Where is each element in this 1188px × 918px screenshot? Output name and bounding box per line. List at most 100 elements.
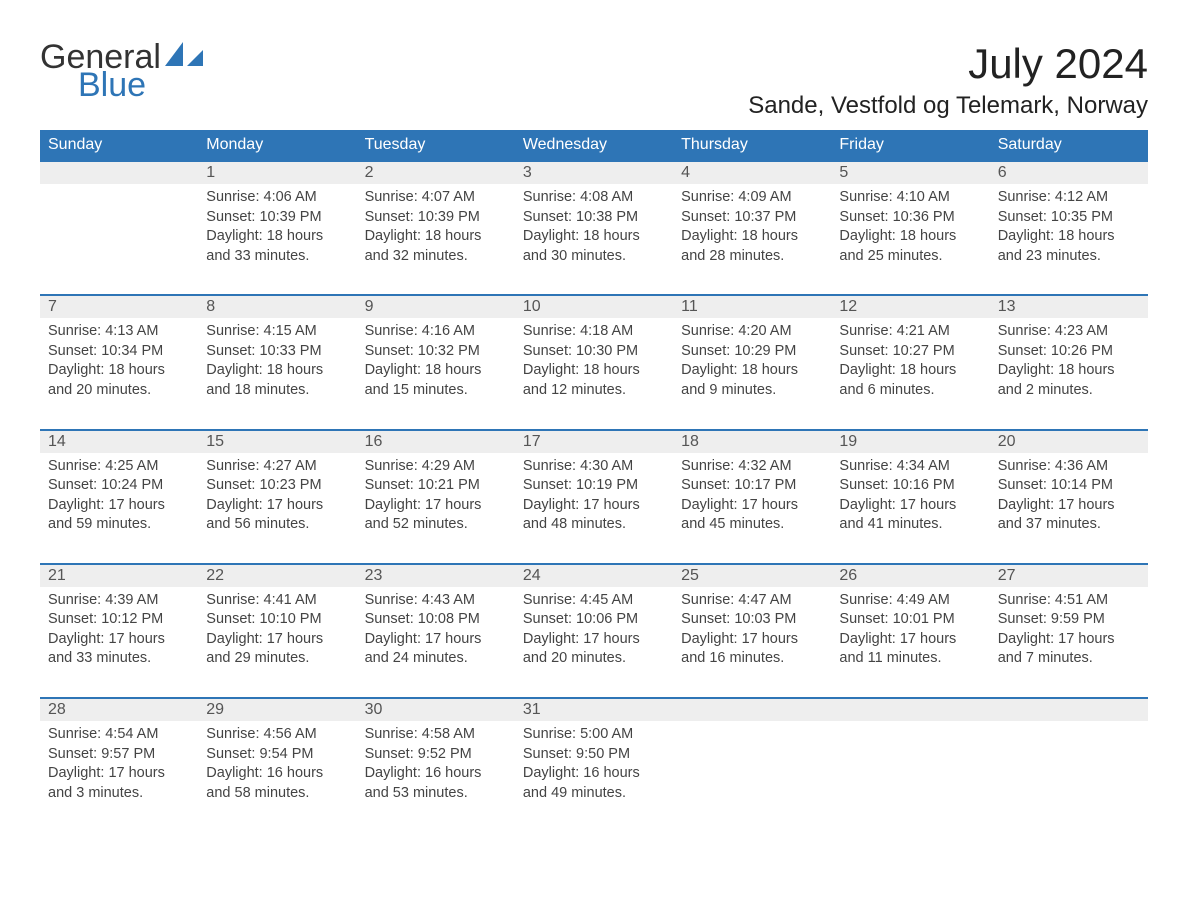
day-number-cell	[990, 698, 1148, 721]
day-d1: Daylight: 17 hours	[48, 630, 190, 650]
day-sunrise: Sunrise: 4:25 AM	[48, 457, 190, 477]
day-d2: and 41 minutes.	[839, 515, 981, 535]
day-d1: Daylight: 18 hours	[998, 361, 1140, 381]
day-d2: and 20 minutes.	[48, 381, 190, 401]
day-d2: and 33 minutes.	[206, 247, 348, 267]
day-data-cell: Sunrise: 4:25 AMSunset: 10:24 PMDaylight…	[40, 453, 198, 564]
day-data-cell: Sunrise: 4:15 AMSunset: 10:33 PMDaylight…	[198, 318, 356, 429]
day-number-cell: 4	[673, 161, 831, 184]
day-sunset: Sunset: 10:33 PM	[206, 342, 348, 362]
day-data-cell: Sunrise: 4:13 AMSunset: 10:34 PMDaylight…	[40, 318, 198, 429]
day-sunset: Sunset: 10:34 PM	[48, 342, 190, 362]
day-data-cell: Sunrise: 4:34 AMSunset: 10:16 PMDaylight…	[831, 453, 989, 564]
day-d2: and 28 minutes.	[681, 247, 823, 267]
day-d1: Daylight: 17 hours	[839, 496, 981, 516]
day-sunrise: Sunrise: 4:20 AM	[681, 322, 823, 342]
day-number-cell	[831, 698, 989, 721]
day-number-cell: 24	[515, 564, 673, 587]
day-d2: and 45 minutes.	[681, 515, 823, 535]
day-d2: and 7 minutes.	[998, 649, 1140, 669]
day-number-cell: 13	[990, 295, 1148, 318]
day-sunset: Sunset: 10:06 PM	[523, 610, 665, 630]
day-sunrise: Sunrise: 4:08 AM	[523, 188, 665, 208]
day-number-cell: 15	[198, 430, 356, 453]
day-data-cell: Sunrise: 4:41 AMSunset: 10:10 PMDaylight…	[198, 587, 356, 698]
day-d2: and 20 minutes.	[523, 649, 665, 669]
day-d1: Daylight: 18 hours	[998, 227, 1140, 247]
day-data-cell: Sunrise: 4:43 AMSunset: 10:08 PMDaylight…	[357, 587, 515, 698]
day-d1: Daylight: 18 hours	[365, 361, 507, 381]
day-data-cell: Sunrise: 4:16 AMSunset: 10:32 PMDaylight…	[357, 318, 515, 429]
day-d1: Daylight: 17 hours	[48, 764, 190, 784]
day-data-row: Sunrise: 4:13 AMSunset: 10:34 PMDaylight…	[40, 318, 1148, 429]
day-data-row: Sunrise: 4:39 AMSunset: 10:12 PMDaylight…	[40, 587, 1148, 698]
day-sunrise: Sunrise: 4:43 AM	[365, 591, 507, 611]
day-d1: Daylight: 18 hours	[839, 227, 981, 247]
day-sunset: Sunset: 10:19 PM	[523, 476, 665, 496]
day-sunset: Sunset: 10:17 PM	[681, 476, 823, 496]
day-d2: and 29 minutes.	[206, 649, 348, 669]
day-d1: Daylight: 17 hours	[365, 496, 507, 516]
day-sunset: Sunset: 10:38 PM	[523, 208, 665, 228]
day-d1: Daylight: 17 hours	[998, 496, 1140, 516]
day-d1: Daylight: 16 hours	[365, 764, 507, 784]
day-sunset: Sunset: 10:24 PM	[48, 476, 190, 496]
day-d2: and 48 minutes.	[523, 515, 665, 535]
day-sunrise: Sunrise: 4:23 AM	[998, 322, 1140, 342]
day-d1: Daylight: 18 hours	[681, 227, 823, 247]
day-sunset: Sunset: 10:23 PM	[206, 476, 348, 496]
day-sunset: Sunset: 10:27 PM	[839, 342, 981, 362]
day-number-cell: 31	[515, 698, 673, 721]
day-number-cell: 14	[40, 430, 198, 453]
day-sunrise: Sunrise: 4:34 AM	[839, 457, 981, 477]
day-d2: and 32 minutes.	[365, 247, 507, 267]
day-sunset: Sunset: 10:01 PM	[839, 610, 981, 630]
day-sunrise: Sunrise: 4:12 AM	[998, 188, 1140, 208]
day-d2: and 52 minutes.	[365, 515, 507, 535]
day-sunrise: Sunrise: 4:10 AM	[839, 188, 981, 208]
day-number-cell: 19	[831, 430, 989, 453]
day-d1: Daylight: 18 hours	[48, 361, 190, 381]
day-sunrise: Sunrise: 4:49 AM	[839, 591, 981, 611]
title-block: July 2024 Sande, Vestfold og Telemark, N…	[748, 40, 1148, 120]
day-data-cell: Sunrise: 4:23 AMSunset: 10:26 PMDaylight…	[990, 318, 1148, 429]
day-data-cell	[990, 721, 1148, 831]
day-sunset: Sunset: 9:54 PM	[206, 745, 348, 765]
day-number-row: 78910111213	[40, 295, 1148, 318]
day-number-cell: 7	[40, 295, 198, 318]
day-sunset: Sunset: 10:08 PM	[365, 610, 507, 630]
day-d1: Daylight: 17 hours	[523, 630, 665, 650]
day-data-cell: Sunrise: 4:54 AMSunset: 9:57 PMDaylight:…	[40, 721, 198, 831]
location-subtitle: Sande, Vestfold og Telemark, Norway	[748, 92, 1148, 120]
day-data-cell: Sunrise: 4:12 AMSunset: 10:35 PMDaylight…	[990, 184, 1148, 295]
calendar-table: Sunday Monday Tuesday Wednesday Thursday…	[40, 130, 1148, 831]
day-sunset: Sunset: 10:39 PM	[206, 208, 348, 228]
brand-word-2: Blue	[78, 68, 207, 102]
day-data-row: Sunrise: 4:54 AMSunset: 9:57 PMDaylight:…	[40, 721, 1148, 831]
day-d1: Daylight: 18 hours	[206, 361, 348, 381]
day-data-cell: Sunrise: 4:21 AMSunset: 10:27 PMDaylight…	[831, 318, 989, 429]
day-sunrise: Sunrise: 5:00 AM	[523, 725, 665, 745]
day-sunrise: Sunrise: 4:15 AM	[206, 322, 348, 342]
day-sunset: Sunset: 10:29 PM	[681, 342, 823, 362]
day-sunset: Sunset: 10:36 PM	[839, 208, 981, 228]
day-sunrise: Sunrise: 4:47 AM	[681, 591, 823, 611]
day-sunrise: Sunrise: 4:51 AM	[998, 591, 1140, 611]
day-sunset: Sunset: 10:37 PM	[681, 208, 823, 228]
day-sunrise: Sunrise: 4:06 AM	[206, 188, 348, 208]
day-number-cell: 1	[198, 161, 356, 184]
day-d2: and 16 minutes.	[681, 649, 823, 669]
day-sunrise: Sunrise: 4:41 AM	[206, 591, 348, 611]
day-d1: Daylight: 18 hours	[206, 227, 348, 247]
day-number-cell: 17	[515, 430, 673, 453]
day-data-cell: Sunrise: 4:58 AMSunset: 9:52 PMDaylight:…	[357, 721, 515, 831]
day-number-cell: 26	[831, 564, 989, 587]
day-sunset: Sunset: 9:50 PM	[523, 745, 665, 765]
day-sunset: Sunset: 9:57 PM	[48, 745, 190, 765]
day-number-cell: 9	[357, 295, 515, 318]
day-number-cell: 2	[357, 161, 515, 184]
day-d2: and 59 minutes.	[48, 515, 190, 535]
day-d2: and 30 minutes.	[523, 247, 665, 267]
page-title: July 2024	[748, 40, 1148, 88]
day-d2: and 53 minutes.	[365, 784, 507, 804]
